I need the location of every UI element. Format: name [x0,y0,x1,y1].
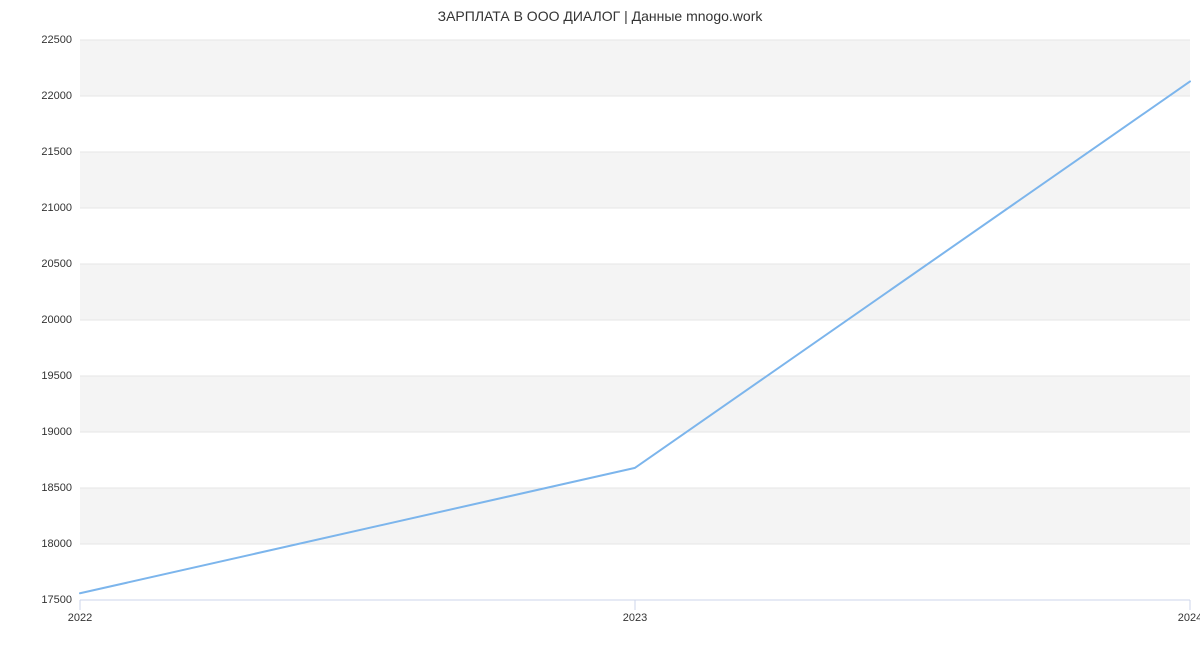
chart-container: ЗАРПЛАТА В ООО ДИАЛОГ | Данные mnogo.wor… [0,0,1200,650]
y-tick-label: 18500 [41,482,72,494]
chart-svg: 17500 18000 18500 19000 19500 20000 20500 21000… [0,0,1200,650]
x-tick-label: 2023 [623,612,647,624]
chart-title: ЗАРПЛАТА В ООО ДИАЛОГ | Данные mnogo.wor… [0,8,1200,24]
x-tick-label: 2024 [1178,612,1200,624]
y-tick-label: 22500 [41,34,72,46]
y-tick-label: 17500 [41,594,72,606]
x-tick-label: 2022 [68,612,92,624]
y-tick-label: 21000 [41,202,72,214]
y-tick-label: 18000 [41,538,72,550]
y-tick-label: 22000 [41,90,72,102]
y-tick-label: 21500 [41,146,72,158]
y-tick-label: 19000 [41,426,72,438]
y-tick-label: 19500 [41,370,72,382]
y-tick-label: 20000 [41,314,72,326]
y-tick-label: 20500 [41,258,72,270]
